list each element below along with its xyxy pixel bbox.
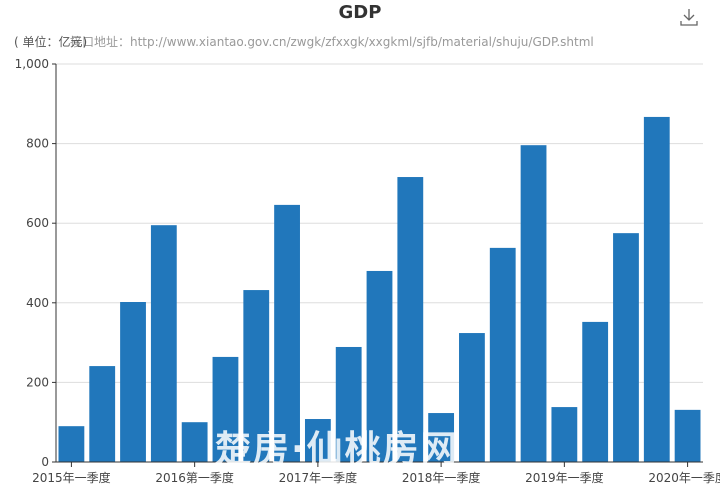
y-tick-label: 800 [26, 137, 49, 151]
chart-title: GDP [338, 2, 382, 23]
bar [243, 290, 270, 462]
bar [150, 225, 177, 462]
x-tick-label: 2019年一季度 [525, 470, 604, 485]
bar [366, 270, 393, 462]
x-tick-label: 2020年一季度 [648, 470, 720, 485]
chart-subtitle-source: 接口地址：http://www.xiantao.gov.cn/zwgk/zfxx… [70, 35, 594, 49]
bar [459, 333, 485, 462]
bar [613, 233, 639, 462]
bar [397, 177, 424, 463]
bar [582, 321, 609, 462]
bar [181, 422, 208, 462]
y-tick-label: 200 [26, 375, 49, 389]
bar [520, 145, 547, 462]
x-tick-label: 2016第一季度 [155, 470, 234, 485]
bar [674, 409, 701, 462]
bar [335, 346, 362, 462]
x-tick-label: 2017年一季度 [279, 470, 358, 485]
x-tick-label: 2018年一季度 [402, 470, 481, 485]
y-tick-label: 0 [41, 455, 49, 469]
bar [212, 356, 239, 462]
x-tick-label: 2015年一季度 [32, 470, 111, 485]
bar [428, 413, 455, 462]
bar [274, 204, 300, 462]
bar [304, 419, 331, 462]
y-tick-label: 1,000 [15, 57, 49, 71]
bar [551, 407, 578, 462]
chart-subtitle-unit: ( 单位：亿元) [14, 35, 88, 49]
bar [489, 247, 516, 462]
y-tick-label: 400 [26, 296, 49, 310]
y-tick-label: 600 [26, 216, 49, 230]
download-icon[interactable] [678, 6, 700, 28]
watermark: 楚房·仙桃房网 [215, 429, 459, 470]
bar [58, 426, 85, 462]
bar [120, 302, 146, 462]
bar [643, 116, 670, 463]
bar [89, 366, 116, 462]
